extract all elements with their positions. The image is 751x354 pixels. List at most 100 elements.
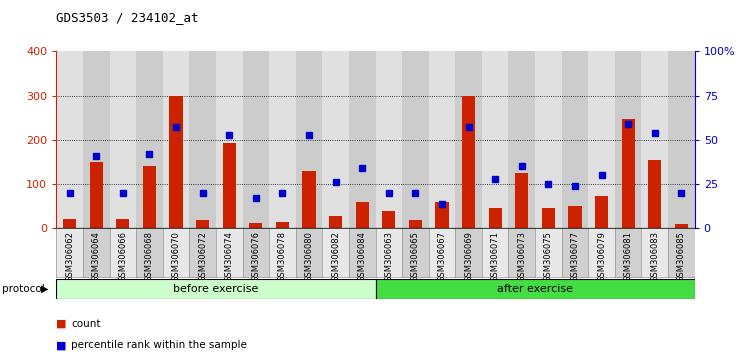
Bar	[170, 96, 182, 228]
Bar	[143, 166, 156, 228]
Bar	[110, 228, 136, 278]
Bar	[641, 51, 668, 228]
Text: GSM306067: GSM306067	[438, 231, 447, 282]
Bar	[402, 228, 429, 278]
Text: ■: ■	[56, 340, 67, 350]
Bar	[489, 209, 502, 228]
Text: GSM306078: GSM306078	[278, 231, 287, 282]
Text: GSM306070: GSM306070	[171, 231, 180, 282]
Bar	[562, 51, 588, 228]
Text: GSM306062: GSM306062	[65, 231, 74, 282]
Bar	[455, 228, 482, 278]
Bar	[216, 228, 243, 278]
Text: ■: ■	[56, 319, 67, 329]
Text: GSM306065: GSM306065	[411, 231, 420, 282]
Bar	[535, 51, 562, 228]
Bar	[322, 228, 349, 278]
Text: GSM306083: GSM306083	[650, 231, 659, 282]
Bar	[355, 202, 369, 228]
Bar	[668, 51, 695, 228]
Bar	[196, 220, 210, 228]
Bar	[136, 228, 163, 278]
Text: percentile rank within the sample: percentile rank within the sample	[71, 340, 247, 350]
Text: GSM306064: GSM306064	[92, 231, 101, 282]
Bar	[376, 228, 402, 278]
Bar	[402, 51, 429, 228]
Bar	[541, 209, 555, 228]
Bar	[376, 51, 402, 228]
Text: GSM306071: GSM306071	[490, 231, 499, 282]
Text: GSM306066: GSM306066	[119, 231, 128, 282]
Text: after exercise: after exercise	[497, 284, 573, 294]
Bar	[83, 51, 110, 228]
Bar	[349, 228, 376, 278]
Bar	[216, 51, 243, 228]
Text: protocol: protocol	[2, 284, 44, 294]
Bar	[429, 51, 455, 228]
Bar	[269, 228, 296, 278]
Bar	[455, 51, 482, 228]
Text: GSM306082: GSM306082	[331, 231, 340, 282]
Bar	[409, 220, 422, 228]
Text: GSM306074: GSM306074	[225, 231, 234, 282]
Bar	[296, 51, 322, 228]
Text: GSM306077: GSM306077	[571, 231, 580, 282]
Text: GSM306068: GSM306068	[145, 231, 154, 282]
Bar	[349, 51, 376, 228]
Text: GSM306080: GSM306080	[304, 231, 313, 282]
Bar	[615, 228, 641, 278]
Bar	[296, 228, 322, 278]
Bar	[588, 51, 615, 228]
Bar	[189, 51, 216, 228]
Bar	[515, 173, 529, 228]
Bar	[56, 279, 376, 299]
Bar	[674, 224, 688, 228]
Bar	[322, 51, 349, 228]
Bar	[276, 222, 289, 228]
Bar	[535, 228, 562, 278]
Text: GSM306063: GSM306063	[385, 231, 394, 282]
Bar	[508, 51, 535, 228]
Text: GSM306072: GSM306072	[198, 231, 207, 282]
Bar	[243, 228, 269, 278]
Bar	[329, 216, 342, 228]
Bar	[622, 119, 635, 228]
Bar	[482, 228, 508, 278]
Bar	[462, 96, 475, 228]
Text: GSM306085: GSM306085	[677, 231, 686, 282]
Bar	[163, 51, 189, 228]
Bar	[189, 228, 216, 278]
Bar	[89, 162, 103, 228]
Bar	[243, 51, 269, 228]
Bar	[116, 218, 129, 228]
Bar	[648, 160, 662, 228]
Bar	[615, 51, 641, 228]
Bar	[269, 51, 296, 228]
Bar	[641, 228, 668, 278]
Bar	[303, 171, 315, 228]
Bar	[110, 51, 136, 228]
Bar	[163, 228, 189, 278]
Bar	[136, 51, 163, 228]
Bar	[668, 228, 695, 278]
Text: GSM306079: GSM306079	[597, 231, 606, 282]
Text: GSM306075: GSM306075	[544, 231, 553, 282]
Bar	[588, 228, 615, 278]
Bar	[595, 196, 608, 228]
Bar	[482, 51, 508, 228]
Text: before exercise: before exercise	[173, 284, 258, 294]
Bar	[376, 279, 695, 299]
Bar	[562, 228, 588, 278]
Text: GSM306084: GSM306084	[357, 231, 366, 282]
Text: GSM306069: GSM306069	[464, 231, 473, 282]
Text: GDS3503 / 234102_at: GDS3503 / 234102_at	[56, 11, 199, 24]
Bar	[508, 228, 535, 278]
Text: count: count	[71, 319, 101, 329]
Bar	[83, 228, 110, 278]
Text: GSM306073: GSM306073	[517, 231, 526, 282]
Bar	[56, 228, 83, 278]
Bar	[249, 223, 262, 228]
Bar	[222, 143, 236, 228]
Bar	[569, 206, 581, 228]
Bar	[429, 228, 455, 278]
